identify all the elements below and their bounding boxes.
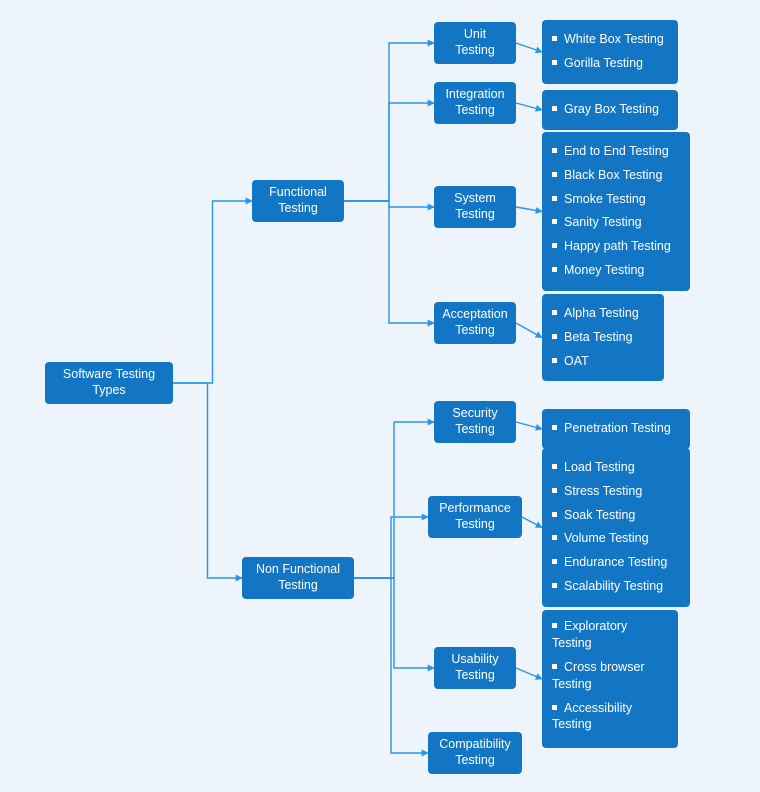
leaf-system_l: End to End TestingBlack Box TestingSmoke…	[542, 132, 690, 291]
leaf-item: Gray Box Testing	[552, 98, 668, 122]
leaf-item: OAT	[552, 350, 654, 374]
edge	[344, 201, 434, 207]
edge	[173, 201, 252, 383]
leaf-usab_l: Exploratory Testing Cross browser Testing…	[542, 610, 678, 748]
leaf-item: Money Testing	[552, 259, 680, 283]
leaf-item: Cross browser Testing	[552, 659, 668, 693]
leaf-accept_l: Alpha TestingBeta TestingOAT	[542, 294, 664, 381]
edge	[173, 383, 242, 578]
node-nonf: Non FunctionalTesting	[242, 557, 354, 599]
leaf-item: Load Testing	[552, 456, 680, 480]
node-perf: PerformanceTesting	[428, 496, 522, 538]
leaf-item: Soak Testing	[552, 504, 680, 528]
edge	[522, 517, 542, 528]
leaf-item: Accessibility Testing	[552, 700, 668, 734]
leaf-security_l: Penetration Testing	[542, 409, 690, 449]
leaf-item: Sanity Testing	[552, 211, 680, 235]
node-unit: UnitTesting	[434, 22, 516, 64]
node-compat: CompatibilityTesting	[428, 732, 522, 774]
edge	[516, 323, 542, 338]
node-func: FunctionalTesting	[252, 180, 344, 222]
leaf-unit_l: White Box TestingGorilla Testing	[542, 20, 678, 84]
edge	[516, 43, 542, 52]
edge	[516, 207, 542, 212]
node-system: SystemTesting	[434, 186, 516, 228]
leaf-item: Gorilla Testing	[552, 52, 668, 76]
leaf-item: White Box Testing	[552, 28, 668, 52]
node-usability: UsabilityTesting	[434, 647, 516, 689]
edge	[344, 201, 434, 323]
edge	[516, 422, 542, 429]
edge	[354, 578, 434, 668]
leaf-item: Exploratory Testing	[552, 618, 668, 652]
edge	[354, 578, 428, 753]
edge	[516, 103, 542, 110]
leaf-item: Black Box Testing	[552, 164, 680, 188]
leaf-item: Endurance Testing	[552, 551, 680, 575]
edge	[354, 517, 428, 578]
edge	[344, 43, 434, 201]
node-integ: IntegrationTesting	[434, 82, 516, 124]
leaf-item: Happy path Testing	[552, 235, 680, 259]
leaf-perf_l: Load TestingStress TestingSoak TestingVo…	[542, 448, 690, 607]
leaf-item: Stress Testing	[552, 480, 680, 504]
leaf-item: End to End Testing	[552, 140, 680, 164]
leaf-item: Smoke Testing	[552, 188, 680, 212]
edge	[354, 422, 434, 578]
node-accept: AcceptationTesting	[434, 302, 516, 344]
edge	[516, 668, 542, 679]
leaf-item: Volume Testing	[552, 527, 680, 551]
edge	[344, 103, 434, 201]
leaf-item: Alpha Testing	[552, 302, 654, 326]
node-security: SecurityTesting	[434, 401, 516, 443]
leaf-integ_l: Gray Box Testing	[542, 90, 678, 130]
node-root: Software TestingTypes	[45, 362, 173, 404]
diagram-canvas: Software TestingTypes FunctionalTesting No…	[0, 0, 760, 792]
leaf-item: Beta Testing	[552, 326, 654, 350]
leaf-item: Scalability Testing	[552, 575, 680, 599]
leaf-item: Penetration Testing	[552, 417, 680, 441]
